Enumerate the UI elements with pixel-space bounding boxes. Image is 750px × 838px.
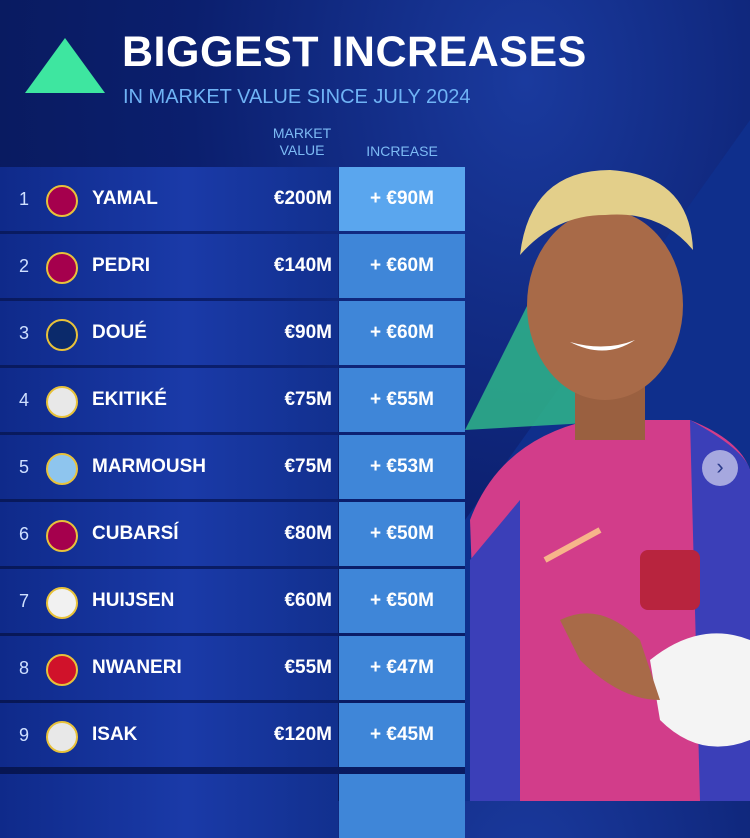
- column-header: INCREASE: [366, 143, 438, 159]
- rank: 6: [18, 524, 29, 544]
- increase: + €90M: [370, 188, 434, 209]
- player-name: YAMAL: [92, 188, 158, 209]
- market-value: €140M: [273, 255, 332, 276]
- player-name: MARMOUSH: [92, 456, 206, 477]
- table-row: 3 DOUÉ €90M + €60M: [0, 301, 465, 365]
- increase-band: [339, 636, 465, 700]
- table-row: 7 HUIJSEN €60M + €50M: [0, 569, 465, 633]
- increase-band: [339, 167, 465, 231]
- club-logo: [46, 453, 78, 485]
- rank: 9: [18, 725, 29, 745]
- increase: + €50M: [370, 523, 434, 544]
- rank: 1: [18, 189, 29, 209]
- club-logo: [46, 654, 78, 686]
- increase: + €50M: [370, 590, 434, 611]
- table-row: 2 PEDRI €140M + €60M: [0, 234, 465, 298]
- market-value: €90M: [284, 322, 332, 343]
- rank: 8: [18, 658, 29, 678]
- club-logo: [46, 520, 78, 552]
- increase: + €60M: [370, 255, 434, 276]
- increase-band: [339, 301, 465, 365]
- background-art: [25, 38, 750, 801]
- club-logo: [46, 319, 78, 351]
- increase: + €45M: [370, 724, 434, 745]
- increase-band: [339, 502, 465, 566]
- table-row-partial: [0, 774, 465, 838]
- market-value: €75M: [284, 389, 332, 410]
- title: BIGGEST INCREASES: [122, 28, 587, 76]
- market-value: €80M: [284, 523, 332, 544]
- increase: + €53M: [370, 456, 434, 477]
- club-logo: [46, 252, 78, 284]
- rank: 7: [18, 591, 29, 611]
- player-name: NWANERI: [92, 657, 182, 678]
- market-value: €200M: [273, 188, 332, 209]
- table-row: 9 ISAK €120M + €45M: [0, 703, 465, 767]
- market-value: €75M: [284, 456, 332, 477]
- player-photo: [470, 170, 750, 801]
- table-row: 5 MARMOUSH €75M + €53M: [0, 435, 465, 499]
- increase-band: [339, 435, 465, 499]
- increase-band: [339, 368, 465, 432]
- rank: 2: [18, 256, 29, 276]
- next-button[interactable]: ›: [702, 450, 738, 486]
- increase-band: [339, 569, 465, 633]
- club-logo: [46, 386, 78, 418]
- table-row: 1 YAMAL €200M + €90M: [0, 167, 465, 231]
- market-value: €120M: [273, 724, 332, 745]
- rank: 5: [18, 457, 29, 477]
- player-name: ISAK: [92, 724, 138, 745]
- market-value: €60M: [284, 590, 332, 611]
- player-name: CUBARSÍ: [92, 523, 179, 544]
- increase-band: [339, 703, 465, 767]
- triangle-icon: [25, 38, 105, 93]
- player-name: HUIJSEN: [92, 590, 175, 611]
- club-logo: [46, 721, 78, 753]
- rank: 4: [18, 390, 29, 410]
- table-row: 4 EKITIKÉ €75M + €55M: [0, 368, 465, 432]
- player-name: EKITIKÉ: [92, 389, 167, 410]
- market-value: €55M: [284, 657, 332, 678]
- increase: + €55M: [370, 389, 434, 410]
- increase: + €47M: [370, 657, 434, 678]
- table-row: 6 CUBARSÍ €80M + €50M: [0, 502, 465, 566]
- club-logo: [46, 587, 78, 619]
- increase-band: [339, 234, 465, 298]
- rank: 3: [18, 323, 29, 343]
- subtitle: IN MARKET VALUE SINCE JULY 2024: [123, 86, 471, 108]
- column-header: MARKET VALUE: [272, 125, 332, 158]
- player-name: DOUÉ: [92, 322, 147, 343]
- increase: + €60M: [370, 322, 434, 343]
- player-name: PEDRI: [92, 255, 151, 276]
- club-logo: [46, 185, 78, 217]
- table-row: 8 NWANERI €55M + €47M: [0, 636, 465, 700]
